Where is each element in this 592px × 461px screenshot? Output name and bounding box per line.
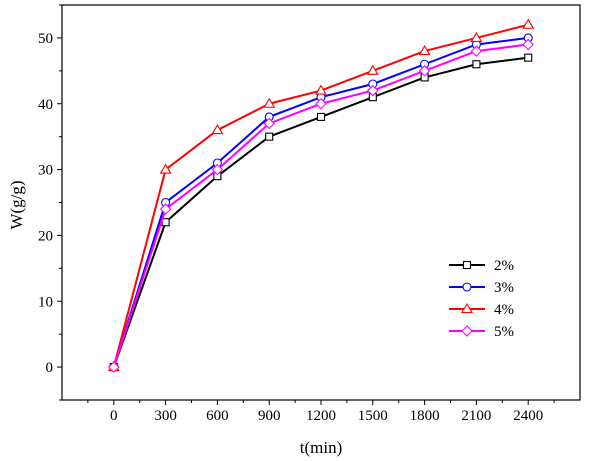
x-tick-label: 1800 — [410, 408, 440, 424]
y-tick-label: 20 — [38, 228, 53, 244]
data-point — [522, 38, 534, 51]
y-tick-label: 30 — [38, 163, 53, 179]
data-point — [159, 163, 172, 174]
data-point — [211, 163, 224, 176]
data-point — [470, 45, 483, 57]
data-point — [472, 60, 481, 69]
legend-label: 4% — [494, 302, 514, 318]
x-tick-label: 2400 — [513, 408, 543, 424]
data-point — [315, 97, 327, 110]
series-line — [112, 23, 529, 368]
data-point — [108, 361, 120, 373]
y-axis: 0 10 20 30 40 50 — [38, 4, 62, 401]
series-diamond — [108, 38, 534, 373]
data-point — [159, 203, 172, 215]
x-tick-label: 0 — [110, 408, 118, 424]
legend: 2% 3% 4% 5% — [449, 258, 514, 340]
data-point — [522, 18, 535, 29]
x-tick-label: 300 — [154, 408, 177, 424]
x-tick-label: 1200 — [306, 408, 336, 424]
data-point — [316, 112, 326, 121]
data-point — [265, 132, 274, 141]
x-tick-label: 900 — [258, 408, 281, 424]
y-tick-label: 10 — [38, 294, 53, 310]
legend-marker — [462, 282, 472, 292]
y-axis-title: W(g/g) — [7, 180, 26, 229]
legend-label: 3% — [494, 280, 514, 296]
data-point — [470, 31, 483, 42]
legend-marker — [461, 302, 473, 314]
series-triangle — [107, 18, 535, 372]
x-tick-label: 600 — [206, 408, 229, 424]
data-point — [263, 117, 275, 130]
legend-marker — [462, 260, 472, 270]
legend-item: 4% — [449, 302, 514, 318]
data-point — [211, 123, 224, 135]
x-tick-label: 1500 — [358, 408, 388, 424]
x-axis: 0 300 600 900 1200 1500 1800 2100 2400 — [87, 400, 555, 424]
legend-label: 2% — [494, 258, 514, 274]
y-tick-label: 0 — [46, 360, 54, 376]
series-square — [109, 53, 533, 372]
legend-item: 5% — [449, 324, 514, 340]
legend-item: 3% — [449, 280, 514, 296]
data-point — [315, 84, 327, 95]
data-point — [161, 218, 170, 227]
data-point — [524, 53, 533, 62]
data-point — [418, 44, 431, 56]
plot-frame — [61, 4, 581, 401]
data-point — [263, 97, 276, 108]
y-tick-label: 40 — [38, 97, 53, 113]
legend-item: 2% — [449, 258, 514, 274]
x-tick-label: 2100 — [461, 408, 491, 424]
legend-label: 5% — [494, 324, 514, 340]
data-point — [367, 84, 379, 97]
legend-marker — [461, 325, 473, 337]
series-layer — [107, 18, 535, 373]
data-point — [366, 64, 379, 75]
data-point — [418, 65, 431, 77]
y-tick-label: 50 — [38, 31, 53, 47]
x-axis-title: t(min) — [300, 438, 343, 457]
